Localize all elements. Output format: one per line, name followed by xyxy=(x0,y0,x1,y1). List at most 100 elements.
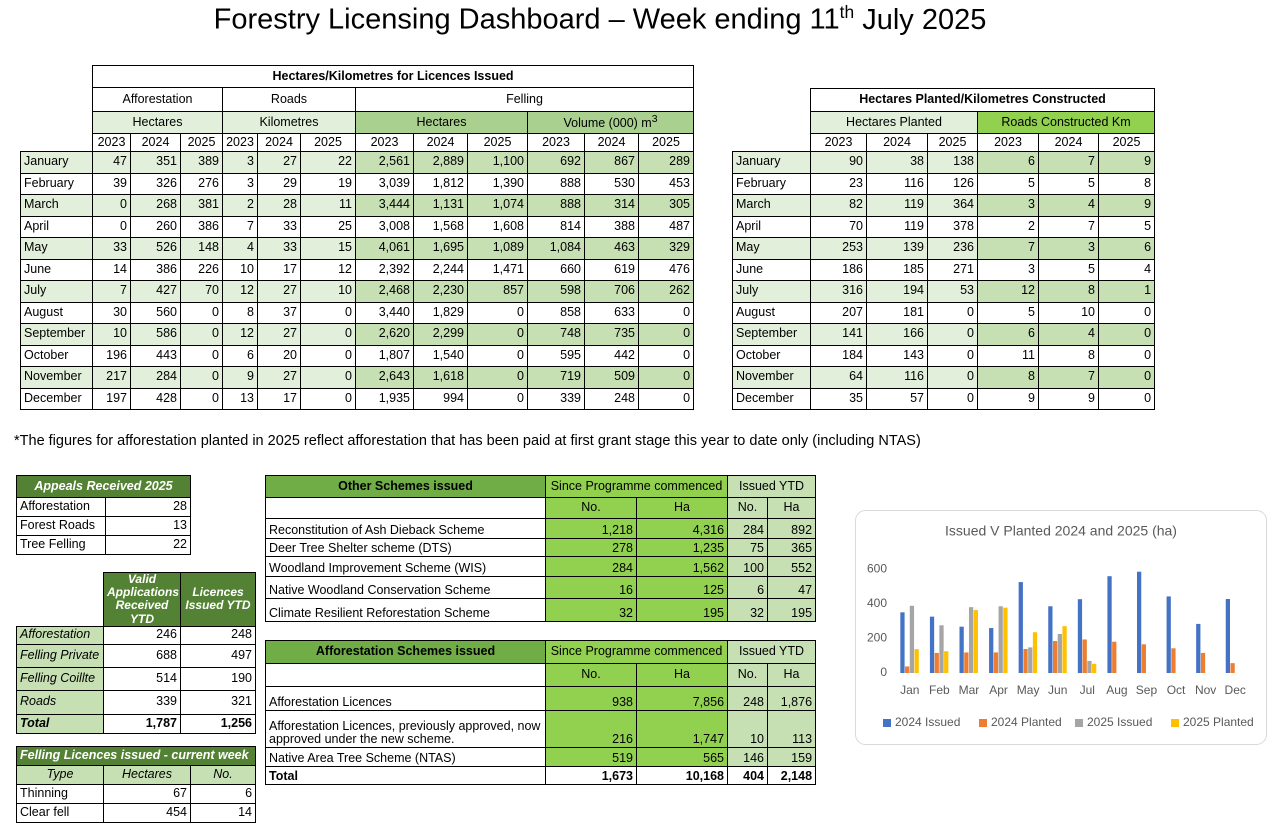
month-label: March xyxy=(732,194,811,217)
value-cell: 1,100 xyxy=(467,151,528,174)
value-cell: 37 xyxy=(257,301,301,324)
value-cell: 0 xyxy=(300,366,356,389)
value-cell: 47 xyxy=(92,151,131,174)
table-row: Total 1,673 10,168 404 2,148 xyxy=(265,766,817,785)
value-cell: 994 xyxy=(413,387,468,410)
value-cell: 305 xyxy=(637,194,695,217)
value-cell: 586 xyxy=(130,323,181,346)
value-cell: 8 xyxy=(1038,280,1099,303)
bar xyxy=(909,605,915,673)
value-cell: 1,935 xyxy=(355,387,414,410)
value-cell: 1,787 xyxy=(103,713,181,734)
value-cell: 1,074 xyxy=(467,194,528,217)
applications-table: Valid Applications Received YTD Licences … xyxy=(16,572,256,734)
bar xyxy=(939,625,944,673)
month-label: April xyxy=(732,215,811,238)
column-header: Ha xyxy=(767,497,817,519)
legend-label: 2025 Planted xyxy=(1183,715,1254,729)
row-label: Native Area Tree Scheme (NTAS) xyxy=(265,747,546,767)
table-row: Total 1,787 1,256 xyxy=(16,713,256,734)
value-cell: 2,889 xyxy=(413,151,468,174)
table-row: February 23 116 126 5 5 8 xyxy=(732,172,1156,195)
bar xyxy=(959,626,964,673)
value-cell: 386 xyxy=(130,258,181,281)
row-label: Tree Felling xyxy=(16,535,106,555)
bar xyxy=(1003,607,1008,673)
value-cell: 260 xyxy=(130,215,181,238)
table-row: Climate Resilient Reforestation Scheme 32… xyxy=(265,598,817,622)
value-cell: 316 xyxy=(810,280,867,303)
bar xyxy=(1196,623,1201,673)
value-cell: 8 xyxy=(222,301,258,324)
value-cell: 248 xyxy=(727,686,769,711)
value-cell: 619 xyxy=(584,258,639,281)
row-label: Forest Roads xyxy=(16,516,106,536)
table-row: April 70 119 378 2 7 5 xyxy=(732,215,1156,238)
value-cell: 5 xyxy=(977,172,1039,195)
row-label: Afforestation xyxy=(16,625,104,645)
value-cell: 3 xyxy=(222,172,258,195)
value-cell: 197 xyxy=(92,387,131,410)
x-tick-label: Jun xyxy=(1048,683,1067,697)
value-cell: 13 xyxy=(105,516,191,536)
value-cell: 116 xyxy=(866,172,928,195)
value-cell: 195 xyxy=(635,598,729,622)
row-label: Felling Private xyxy=(16,643,104,668)
value-cell: 246 xyxy=(103,625,181,645)
title-superscript: th xyxy=(839,2,855,22)
subgroup-header: Volume (000) m3 xyxy=(526,111,695,134)
bar xyxy=(914,649,919,673)
value-cell: 321 xyxy=(180,689,256,715)
value-cell: 0 xyxy=(1097,301,1156,324)
value-cell: 1,471 xyxy=(467,258,528,281)
group-header: Roads xyxy=(222,87,356,112)
value-cell: 30 xyxy=(92,301,131,324)
bar xyxy=(1082,639,1087,673)
value-cell: 719 xyxy=(527,366,585,389)
value-cell: 7 xyxy=(1038,366,1099,389)
value-cell: 9 xyxy=(977,387,1039,410)
planted-table: Hectares Planted/Kilometres Constructed H… xyxy=(732,88,1156,410)
bar xyxy=(1166,596,1171,673)
value-cell: 0 xyxy=(467,366,528,389)
year-header: 2024 xyxy=(130,133,181,152)
table-row: March 0 268 381 2 28 11 3,444 1,131 1,074 888 314 30… xyxy=(20,194,695,217)
table-row: Afforestation Schemes issued Since Progra… xyxy=(265,640,817,664)
value-cell: 38 xyxy=(866,151,928,174)
value-cell: 5 xyxy=(1038,258,1099,281)
bar xyxy=(1225,599,1231,673)
subgroup-header: Hectares xyxy=(92,111,223,134)
value-cell: 248 xyxy=(180,625,256,645)
value-cell: 27 xyxy=(257,280,301,303)
value-cell: 7 xyxy=(92,280,131,303)
value-cell: 814 xyxy=(527,215,585,238)
value-cell: 226 xyxy=(180,258,223,281)
table-row: Valid Applications Received YTD Licences … xyxy=(17,572,256,627)
value-cell: 378 xyxy=(927,215,978,238)
year-header: 2025 xyxy=(467,133,528,152)
value-cell: 3 xyxy=(222,151,258,174)
value-cell: 2,561 xyxy=(355,151,414,174)
value-cell: 0 xyxy=(180,366,223,389)
value-cell: 113 xyxy=(767,710,817,748)
year-header: 2024 xyxy=(413,133,468,152)
value-cell: 90 xyxy=(810,151,867,174)
value-cell: 595 xyxy=(527,344,585,367)
value-cell: 216 xyxy=(545,710,637,748)
value-cell: 7 xyxy=(222,215,258,238)
column-header: Licences Issued YTD xyxy=(180,572,256,627)
year-header: 2024 xyxy=(584,133,639,152)
table-row: June 186 185 271 3 5 4 xyxy=(732,258,1156,281)
x-tick-label: Apr xyxy=(989,683,1008,697)
table-body: Hectares/Kilometres for Licences Issued A… xyxy=(20,65,695,410)
value-cell: 1,829 xyxy=(413,301,468,324)
table-row: August 207 181 0 5 10 0 xyxy=(732,301,1156,324)
value-cell: 9 xyxy=(1097,151,1156,174)
table-row: December 35 57 0 9 9 0 xyxy=(732,387,1156,410)
value-cell: 8 xyxy=(977,366,1039,389)
bar xyxy=(944,651,949,673)
value-cell: 125 xyxy=(635,576,729,599)
value-cell: 857 xyxy=(467,280,528,303)
table-row: September 141 166 0 6 4 0 xyxy=(732,323,1156,346)
value-cell: 386 xyxy=(180,215,223,238)
